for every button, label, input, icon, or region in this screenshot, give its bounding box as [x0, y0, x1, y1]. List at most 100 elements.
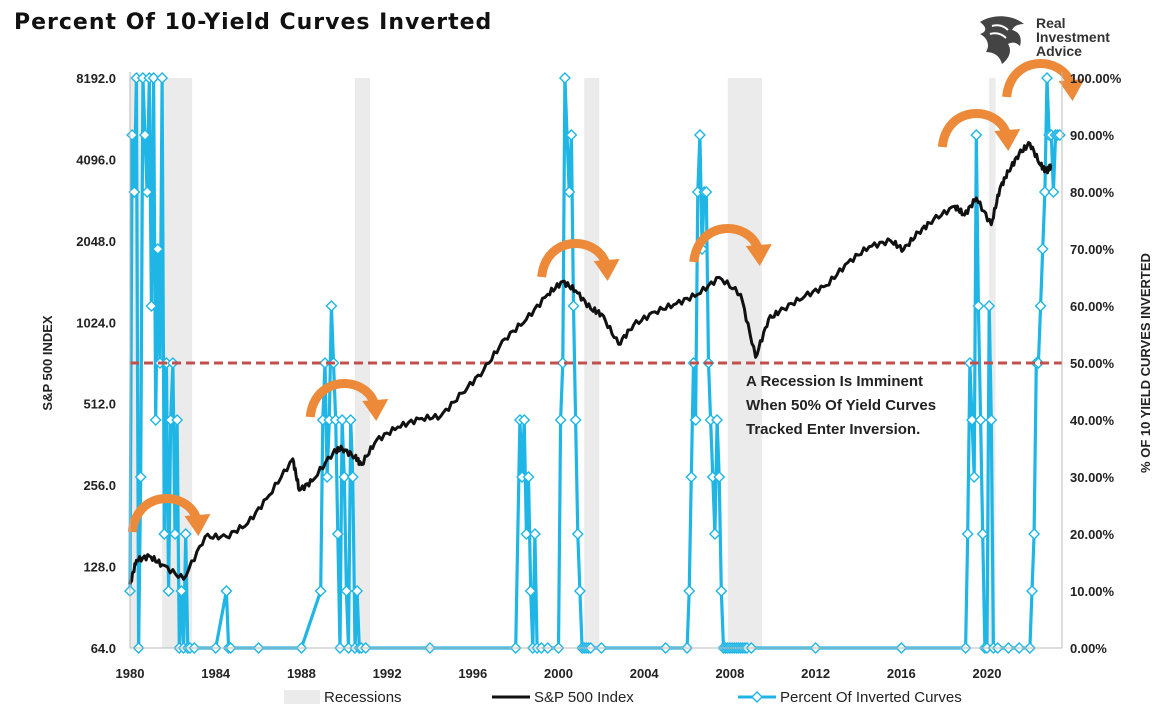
inverted-point-143 — [1038, 186, 1051, 198]
x-tick-label: 2004 — [630, 666, 660, 681]
inverted-point-126 — [974, 414, 987, 426]
inverted-point-150 — [1053, 129, 1066, 141]
logo-text-1: Real — [1036, 15, 1066, 31]
axes: 64.0 128.0 256.0 512.0 1024.0 2048.0 4096.0 819… — [40, 71, 1153, 681]
x-tick-label: 1980 — [116, 666, 145, 681]
inverted-point-141 — [1034, 300, 1047, 312]
inverted-point-16 — [158, 528, 171, 540]
inverted-point-53 — [351, 585, 364, 597]
inverted-point-38 — [318, 357, 331, 369]
inverted-point-31 — [220, 585, 233, 597]
peak-arrow-3 — [689, 224, 763, 263]
inverted-point-102 — [713, 471, 726, 483]
right-tick-label: 0.00% — [1070, 641, 1107, 656]
inverted-point-47 — [338, 471, 351, 483]
legend-label-sp500: S&P 500 Index — [534, 689, 634, 706]
logo: Real Investment Advice — [972, 12, 1142, 68]
inverted-point-78 — [571, 528, 584, 540]
peak-arrow-0 — [127, 494, 201, 533]
inverted-point-7 — [139, 129, 151, 141]
inverted-point-96 — [700, 186, 713, 198]
x-tick-label: 1984 — [201, 666, 231, 681]
inverted-point-76 — [567, 300, 580, 312]
inverted-point-18 — [162, 585, 175, 597]
right-tick-label: 100.00% — [1070, 71, 1122, 86]
inverted-point-72 — [556, 357, 569, 369]
inverted-point-91 — [689, 414, 702, 426]
inverted-point-103 — [715, 585, 728, 597]
annotation-line-1: When 50% Of Yield Curves — [746, 397, 936, 414]
peak-arrow-head-2 — [593, 259, 620, 281]
x-tick-label: 2016 — [887, 666, 916, 681]
x-tick-label: 2000 — [544, 666, 573, 681]
inverted-point-124 — [970, 129, 983, 141]
right-tick-label: 10.00% — [1070, 584, 1115, 599]
x-tick-label: 1988 — [287, 666, 316, 681]
right-axis-title: % OF 10 YIELD CURVES INVERTED — [1138, 253, 1153, 473]
inverted-point-15 — [156, 72, 169, 84]
inverted-point-147 — [1047, 186, 1060, 198]
inverted-point-120 — [961, 528, 974, 540]
left-tick-label: 8192.0 — [76, 71, 116, 86]
right-tick-label: 30.00% — [1070, 470, 1115, 485]
inverted-point-24 — [175, 585, 188, 597]
inverted-point-74 — [563, 186, 576, 198]
logo-text-2: Investment — [1036, 29, 1110, 45]
inverted-point-122 — [966, 414, 979, 426]
left-tick-label: 64.0 — [91, 641, 116, 656]
x-tick-label: 2008 — [715, 666, 744, 681]
right-tick-label: 40.00% — [1070, 413, 1115, 428]
left-axis-title: S&P 500 INDEX — [40, 315, 55, 410]
inverted-point-21 — [169, 528, 181, 540]
annotation-line-2: Tracked Enter Inversion. — [746, 421, 920, 438]
x-tick-label: 2020 — [973, 666, 1002, 681]
lion-head-icon — [980, 16, 1024, 64]
left-tick-label: 256.0 — [83, 478, 116, 493]
inverted-point-12 — [149, 414, 162, 426]
x-tick-label: 1992 — [373, 666, 402, 681]
inverted-point-130 — [983, 300, 996, 312]
peak-arrow-head-0 — [184, 514, 211, 536]
recession-band-3 — [584, 78, 600, 648]
inverted-point-22 — [171, 414, 184, 426]
inverted-point-11 — [147, 72, 160, 84]
right-tick-label: 70.00% — [1070, 242, 1115, 257]
inverted-point-138 — [1028, 528, 1041, 540]
inverted-point-10 — [145, 300, 158, 312]
inverted-point-44 — [331, 528, 344, 540]
peak-arrow-head-4 — [994, 129, 1021, 151]
right-tick-label: 20.00% — [1070, 527, 1115, 542]
inverted-point-137 — [1026, 585, 1038, 597]
inverted-point-39 — [321, 471, 334, 483]
peak-arrow-head-3 — [745, 244, 772, 266]
annotation-line-0: A Recession Is Imminent — [746, 373, 923, 390]
legend-label-inverted: Percent Of Inverted Curves — [780, 689, 962, 706]
x-tick-label: 2012 — [801, 666, 830, 681]
legend-swatch-recessions — [284, 690, 320, 704]
logo-text-3: Advice — [1036, 43, 1082, 59]
inverted-point-61 — [518, 414, 531, 426]
inverted-point-79 — [573, 585, 586, 597]
inverted-point-121 — [963, 357, 976, 369]
peak-arrow-2 — [537, 239, 610, 278]
peak-arrow-5 — [1002, 59, 1075, 98]
legend: Recessions S&P 500 Index Percent Of Invert… — [284, 689, 962, 706]
sp500-series — [128, 141, 1053, 585]
inverted-point-140 — [1032, 357, 1045, 369]
inverted-point-26 — [179, 528, 192, 540]
inverted-point-73 — [558, 72, 571, 84]
legend-marker-inverted — [751, 691, 763, 703]
inverted-point-63 — [522, 471, 535, 483]
legend-label-recessions: Recessions — [324, 689, 402, 706]
inverted-point-89 — [685, 471, 698, 483]
inverted-point-131 — [985, 414, 998, 426]
peak-arrow-head-5 — [1058, 79, 1085, 101]
inverted-point-36 — [314, 585, 327, 597]
left-tick-label: 128.0 — [83, 560, 116, 575]
inverted-point-101 — [711, 414, 724, 426]
inverted-point-88 — [683, 585, 696, 597]
inverted-point-51 — [346, 471, 359, 483]
inverted-point-142 — [1036, 243, 1049, 255]
inverted-point-77 — [569, 414, 582, 426]
